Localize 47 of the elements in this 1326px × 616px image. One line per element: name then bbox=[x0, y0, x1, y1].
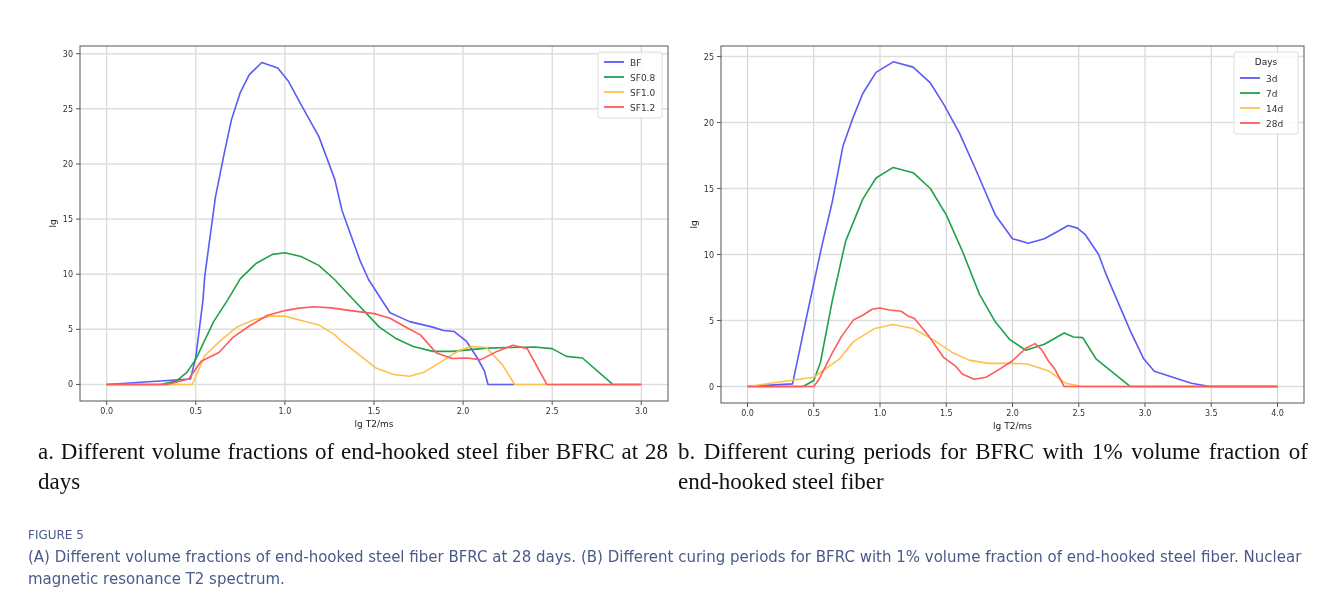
x-tick-label: 4.0 bbox=[1271, 409, 1284, 418]
y-axis-title: lg bbox=[689, 220, 699, 229]
text: (A) Different volume fractions of end-hooked steel fiber BFRC at 28 days. (B) Different curing periods for BFRC with 1% volume fraction of end-hooked steel fiber. Nuclear magnetic resonance T2 spectrum. bbox=[28, 547, 1303, 590]
x-tick-label: 2.0 bbox=[1006, 409, 1019, 418]
legend-label: SF1.0 bbox=[630, 87, 656, 98]
x-tick-label: 0.5 bbox=[189, 407, 203, 416]
x-tick-label: 3.5 bbox=[1204, 409, 1218, 418]
legend-label: 14d bbox=[1266, 103, 1284, 114]
x-tick-label: 1.5 bbox=[939, 409, 953, 418]
legend-label: SF0.8 bbox=[630, 72, 656, 83]
legend-label: 28d bbox=[1266, 118, 1284, 129]
x-tick-label: 1.0 bbox=[873, 409, 887, 418]
y-axis-title: lg bbox=[48, 219, 58, 228]
legend-label: 3d bbox=[1266, 73, 1278, 84]
y-tick-label: 5 bbox=[67, 325, 73, 335]
y-tick-label: 0 bbox=[708, 382, 714, 392]
text: b. Different curing periods for BFRC with 1% volume fraction of end-hooked steel fiber bbox=[678, 438, 1308, 496]
legend-label: SF1.2 bbox=[630, 102, 656, 113]
x-tick-label: 1.0 bbox=[278, 407, 292, 416]
x-tick-label: 3.0 bbox=[1138, 409, 1152, 418]
line-series bbox=[746, 307, 1279, 388]
y-tick-label: 10 bbox=[703, 250, 714, 260]
y-tick-label: 25 bbox=[62, 104, 73, 114]
y-tick-label: 20 bbox=[703, 118, 714, 128]
legend-label: BF bbox=[630, 57, 642, 68]
x-tick-label: 3.0 bbox=[634, 407, 648, 416]
x-tick-label: 0.0 bbox=[100, 407, 114, 416]
y-tick-label: 30 bbox=[62, 49, 73, 59]
y-tick-label: 5 bbox=[708, 316, 714, 326]
x-tick-label: 2.5 bbox=[1072, 409, 1086, 418]
y-tick-label: 10 bbox=[62, 270, 73, 280]
x-tick-label: 1.5 bbox=[367, 407, 381, 416]
caption: FIGURE 5 bbox=[28, 527, 85, 544]
x-tick-label: 0.0 bbox=[741, 409, 754, 418]
text: a. Different volume fractions of end-hooked steel fiber BFRC at 28 days bbox=[38, 438, 668, 496]
x-tick-label: 2.5 bbox=[545, 407, 559, 416]
x-axis-title: lg T2/ms bbox=[354, 419, 394, 429]
y-tick-label: 25 bbox=[703, 52, 714, 62]
y-tick-label: 15 bbox=[703, 184, 714, 194]
x-tick-label: 2.0 bbox=[456, 407, 470, 416]
legend-label: 7d bbox=[1266, 88, 1278, 99]
y-tick-label: 0 bbox=[67, 380, 73, 390]
x-axis-title: lg T2/ms bbox=[993, 421, 1033, 431]
x-tick-label: 0.5 bbox=[807, 409, 821, 418]
y-tick-label: 20 bbox=[62, 159, 73, 169]
legend-title: Days bbox=[1254, 57, 1278, 67]
y-tick-label: 15 bbox=[62, 215, 73, 225]
